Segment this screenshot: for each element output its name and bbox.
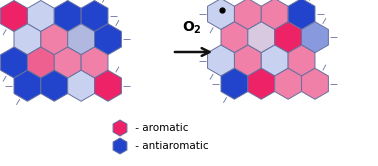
Polygon shape	[234, 0, 261, 30]
Polygon shape	[41, 24, 68, 55]
Polygon shape	[248, 68, 275, 99]
Polygon shape	[28, 47, 54, 78]
Text: $\mathbf{O_2}$: $\mathbf{O_2}$	[182, 20, 202, 36]
Polygon shape	[54, 0, 81, 32]
Polygon shape	[54, 47, 81, 78]
Polygon shape	[275, 22, 302, 53]
Text: - aromatic: - aromatic	[132, 123, 189, 133]
Polygon shape	[302, 22, 328, 53]
Polygon shape	[1, 47, 28, 78]
Polygon shape	[275, 68, 302, 99]
Polygon shape	[261, 45, 288, 76]
Polygon shape	[221, 22, 248, 53]
Polygon shape	[81, 0, 108, 32]
Polygon shape	[208, 0, 234, 30]
Polygon shape	[94, 24, 121, 55]
Polygon shape	[113, 120, 127, 136]
Polygon shape	[234, 45, 261, 76]
Polygon shape	[261, 0, 288, 30]
Polygon shape	[94, 70, 121, 101]
Polygon shape	[28, 0, 54, 32]
Polygon shape	[14, 70, 41, 101]
Polygon shape	[208, 45, 234, 76]
Text: - antiaromatic: - antiaromatic	[132, 141, 209, 151]
Polygon shape	[302, 68, 328, 99]
Polygon shape	[248, 22, 275, 53]
Polygon shape	[1, 0, 28, 32]
Polygon shape	[221, 68, 248, 99]
Polygon shape	[68, 70, 94, 101]
Polygon shape	[14, 24, 41, 55]
Polygon shape	[288, 45, 315, 76]
Polygon shape	[41, 70, 68, 101]
Polygon shape	[81, 47, 108, 78]
Polygon shape	[68, 24, 94, 55]
Polygon shape	[288, 0, 315, 30]
Polygon shape	[113, 138, 127, 154]
